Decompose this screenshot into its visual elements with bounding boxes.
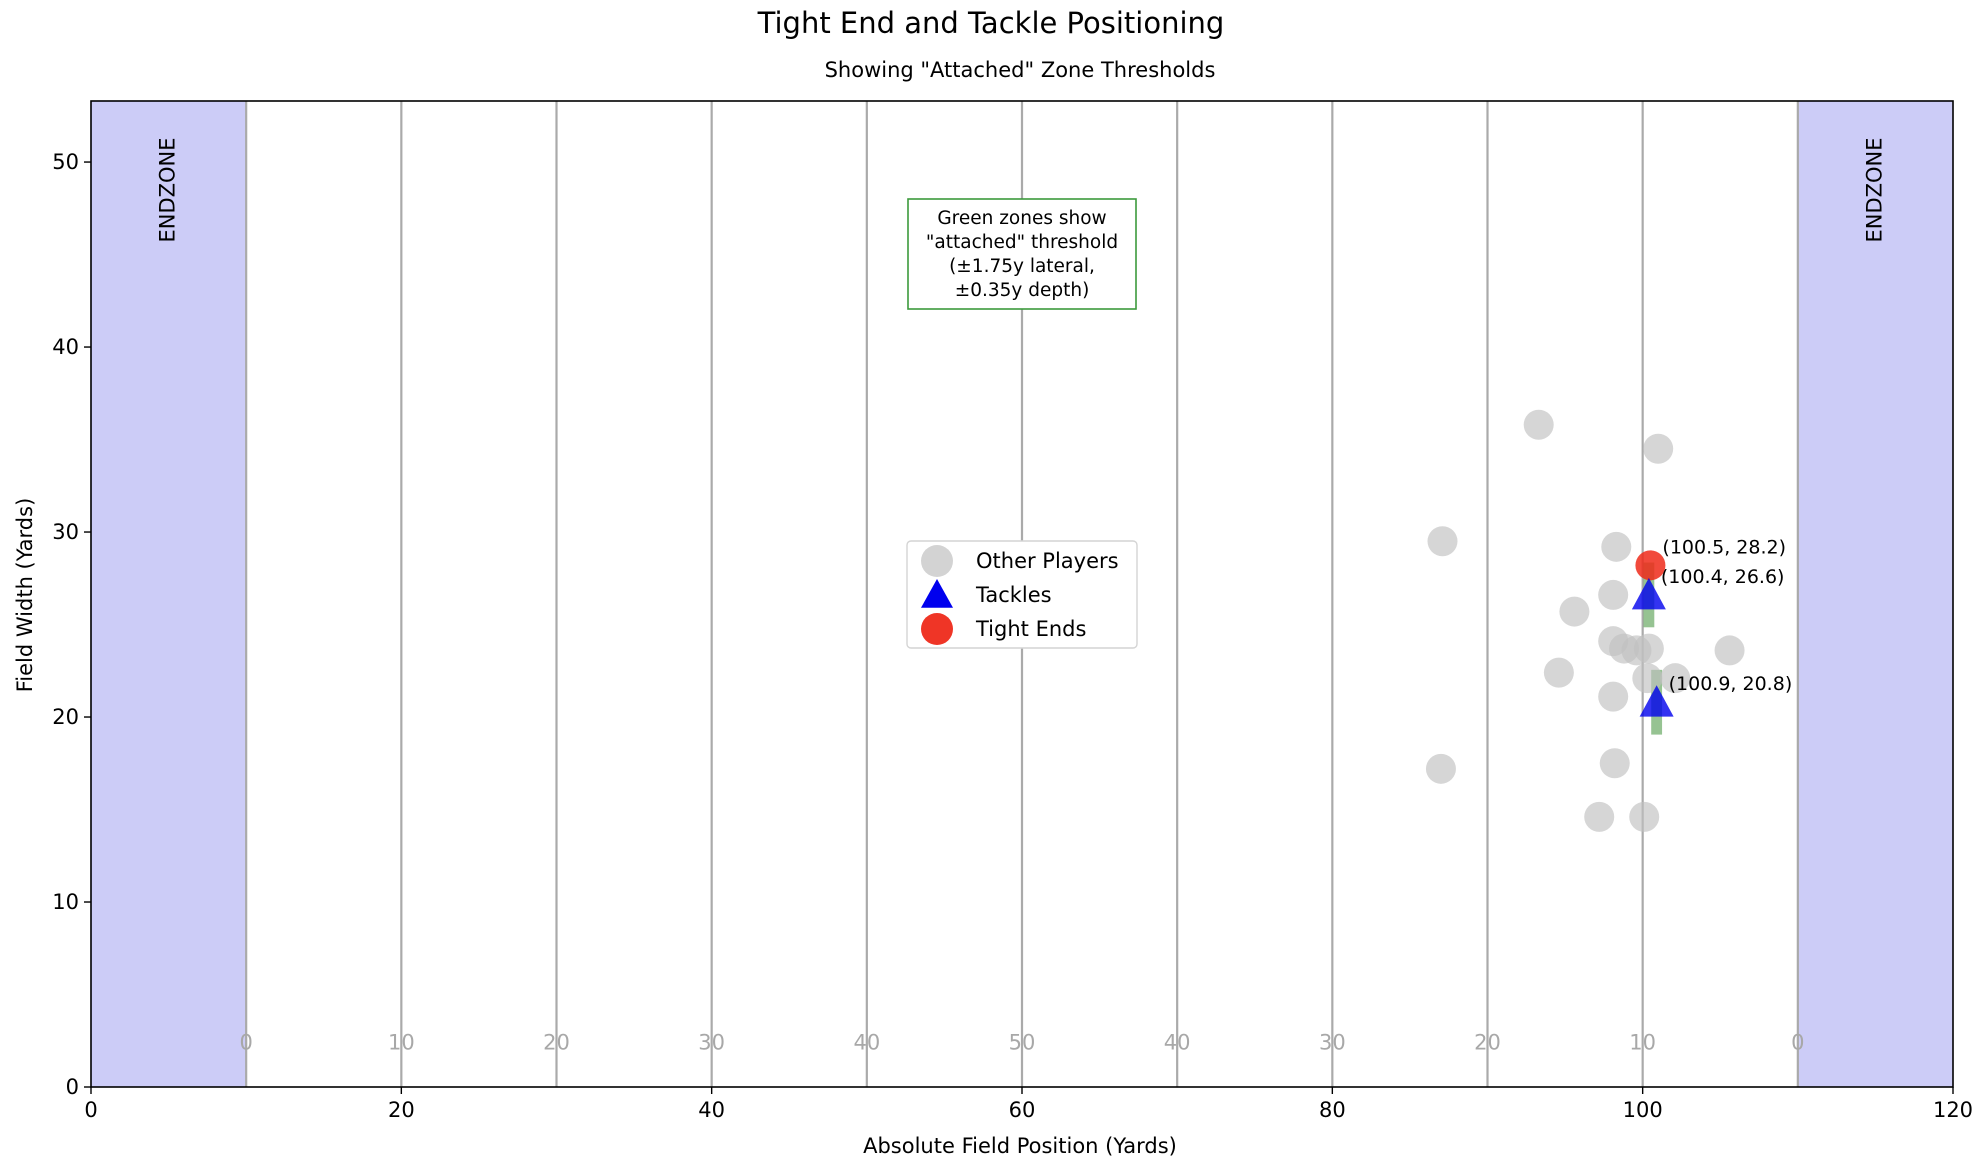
annotation-text: (±1.75y lateral, — [949, 256, 1095, 277]
yard-number: 10 — [388, 1031, 415, 1055]
x-tick-label: 120 — [1933, 1098, 1973, 1122]
endzone-2 — [1797, 101, 1953, 1087]
yard-number: 20 — [1474, 1031, 1501, 1055]
annotation-box — [907, 198, 1137, 310]
legend-marker-other-players — [921, 545, 953, 577]
y-tick-label: 30 — [52, 520, 79, 544]
x-tick-label: 100 — [1623, 1098, 1663, 1122]
legend-label: Tight Ends — [975, 617, 1086, 641]
chart-subtitle: Showing "Attached" Zone Thresholds — [825, 58, 1216, 82]
yard-number: 30 — [698, 1031, 725, 1055]
other-player-point — [1633, 633, 1664, 664]
other-player-point — [1427, 526, 1458, 557]
other-player-point — [1598, 579, 1629, 610]
other-player-point — [1598, 681, 1629, 712]
yard-number: 0 — [1791, 1031, 1804, 1055]
x-tick-label: 80 — [1319, 1098, 1346, 1122]
annotation-text: Green zones show — [937, 208, 1106, 229]
chart-title: Tight End and Tackle Positioning — [757, 6, 1225, 40]
y-tick-label: 40 — [52, 335, 79, 359]
legend-marker-tackles — [921, 579, 953, 608]
annotation-text: "attached" threshold — [926, 232, 1118, 253]
legend-marker-tight-ends — [921, 613, 953, 645]
yard-number: 30 — [1319, 1031, 1346, 1055]
y-tick-label: 0 — [66, 1075, 79, 1099]
tight-end-point — [1635, 550, 1666, 581]
other-player-point — [1599, 748, 1630, 779]
endzone-label: ENDZONE — [156, 137, 180, 242]
yard-number: 10 — [1629, 1031, 1656, 1055]
other-player-point — [1629, 801, 1660, 832]
yard-number: 20 — [543, 1031, 570, 1055]
point-label: (100.4, 26.6) — [1661, 566, 1785, 588]
x-tick-label: 60 — [1009, 1098, 1036, 1122]
x-tick-label: 40 — [698, 1098, 725, 1122]
yard-number: 50 — [1009, 1031, 1036, 1055]
endzone-label: ENDZONE — [1862, 137, 1886, 242]
other-player-point — [1714, 635, 1745, 666]
yard-number: 40 — [853, 1031, 880, 1055]
x-tick-label: 20 — [388, 1098, 415, 1122]
other-player-point — [1660, 663, 1691, 694]
tackle-point — [1639, 685, 1674, 717]
yard-number: 40 — [1164, 1031, 1191, 1055]
y-tick-label: 10 — [52, 890, 79, 914]
other-player-point — [1643, 433, 1674, 464]
x-tick-label: 0 — [84, 1098, 97, 1122]
yard-number: 0 — [239, 1031, 252, 1055]
y-axis-label: Field Width (Yards) — [13, 498, 37, 693]
other-player-point — [1584, 801, 1615, 832]
tackle-point — [1631, 577, 1666, 610]
endzone-1 — [91, 101, 247, 1087]
other-player-point — [1425, 753, 1456, 784]
other-player-point — [1559, 596, 1590, 627]
other-player-point — [1543, 657, 1574, 688]
other-player-point — [1523, 409, 1554, 440]
x-axis-label: Absolute Field Position (Yards) — [863, 1134, 1177, 1158]
other-player-point — [1632, 663, 1663, 694]
y-tick-label: 20 — [52, 705, 79, 729]
y-tick-label: 50 — [52, 150, 79, 174]
legend-label: Tackles — [975, 583, 1052, 607]
point-label: (100.5, 28.2) — [1662, 536, 1786, 558]
other-player-point — [1601, 531, 1632, 562]
legend-label: Other Players — [976, 549, 1119, 573]
annotation-text: ±0.35y depth) — [955, 280, 1090, 301]
point-label: (100.9, 20.8) — [1669, 673, 1793, 695]
legend — [906, 540, 1138, 649]
